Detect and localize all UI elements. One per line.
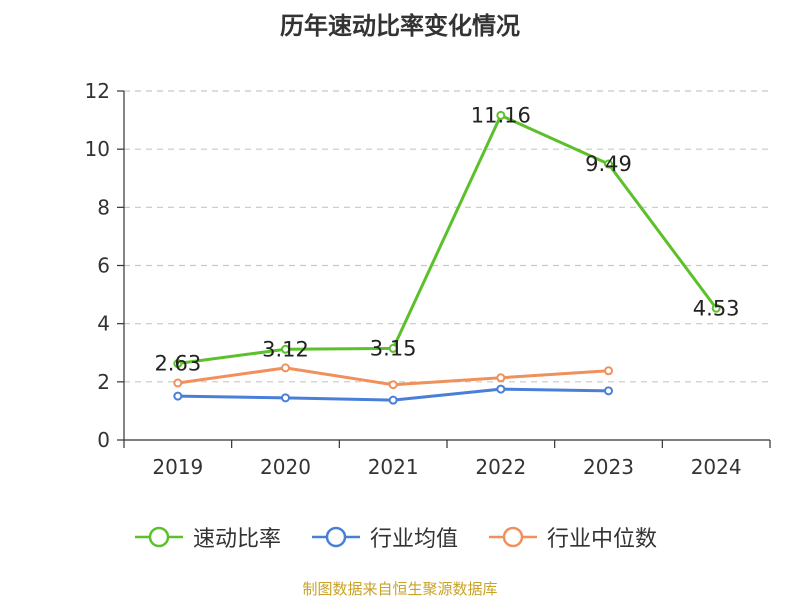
data-point xyxy=(604,386,613,396)
legend-line-marker-icon xyxy=(312,526,360,548)
axes: 0 2 4 6 8 10 12 2019 2020 2021 2022 2023 2024 xyxy=(85,79,771,479)
data-label: 9.49 xyxy=(585,152,632,176)
data-label: 11.16 xyxy=(471,103,531,127)
data-label: 3.12 xyxy=(262,337,309,361)
data-point xyxy=(388,380,398,390)
chart-title: 历年速动比率变化情况 xyxy=(280,12,520,40)
data-point xyxy=(281,344,290,354)
data-label: 3.15 xyxy=(370,336,417,360)
data-label: 2.63 xyxy=(154,352,201,376)
data-point xyxy=(173,359,183,369)
data-point xyxy=(711,303,721,313)
x-tick-label: 2022 xyxy=(475,455,526,479)
legend-item-industry-mean[interactable]: 行业均值 xyxy=(310,520,458,554)
x-tick-label: 2023 xyxy=(583,455,634,479)
data-point xyxy=(281,393,290,403)
x-tick-label: 2019 xyxy=(152,455,203,479)
data-point xyxy=(388,343,398,353)
series-lines xyxy=(173,110,721,405)
legend: 速动比率 行业均值 行业中位数 xyxy=(0,520,800,554)
legend-item-industry-median[interactable]: 行业中位数 xyxy=(487,520,657,554)
legend-label: 行业均值 xyxy=(370,527,459,552)
y-tick-label: 12 xyxy=(85,79,110,103)
series-line xyxy=(177,113,718,365)
gridlines xyxy=(124,90,770,383)
data-point xyxy=(173,378,183,388)
y-tick-label: 8 xyxy=(97,195,110,219)
y-tick-label: 6 xyxy=(97,254,110,278)
data-point xyxy=(604,159,613,169)
data-labels: 2.63 3.12 3.15 11.16 9.49 4.53 xyxy=(154,103,739,375)
legend-label: 速动比率 xyxy=(193,527,282,552)
legend-line-marker-icon xyxy=(489,526,537,548)
source-note: 制图数据来自恒生聚源数据库 xyxy=(302,580,498,598)
data-label: 4.53 xyxy=(693,296,740,320)
data-point xyxy=(281,363,290,373)
y-tick-label: 10 xyxy=(85,137,110,161)
data-point xyxy=(388,395,398,405)
x-tick-label: 2021 xyxy=(368,455,419,479)
data-point xyxy=(496,384,506,394)
x-tick-label: 2020 xyxy=(260,455,311,479)
data-point xyxy=(173,391,183,401)
legend-line-marker-icon xyxy=(135,526,183,548)
x-tick-label: 2024 xyxy=(691,455,742,479)
data-point xyxy=(604,366,613,376)
data-point xyxy=(496,110,506,120)
data-point xyxy=(496,373,506,383)
legend-item-quick-ratio[interactable]: 速动比率 xyxy=(133,520,281,554)
y-tick-label: 0 xyxy=(97,428,110,452)
y-tick-label: 2 xyxy=(97,370,110,394)
y-tick-label: 4 xyxy=(97,312,110,336)
legend-label: 行业中位数 xyxy=(547,527,658,552)
